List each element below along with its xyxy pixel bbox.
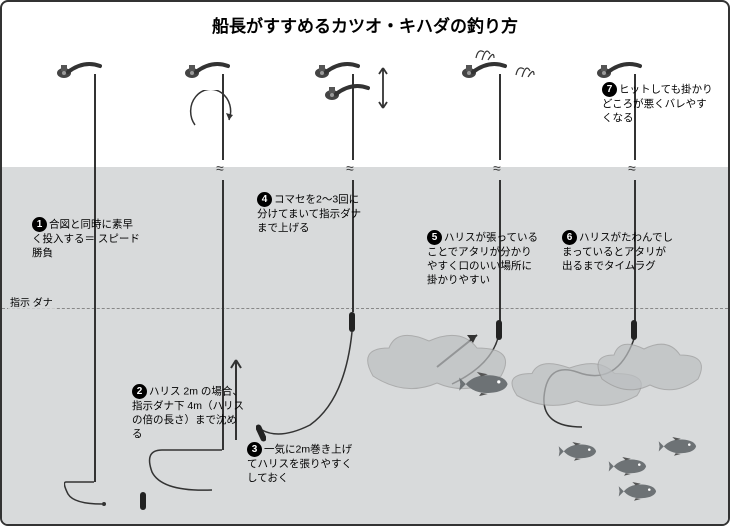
step-5: 5ハリスが張っていることでアタリが分かりやすく口のいい場所に掛かりやすい xyxy=(427,230,539,288)
leader-curve-1 xyxy=(64,480,114,510)
line-break-icon: ≈ xyxy=(628,160,636,176)
fish-icon xyxy=(457,372,510,401)
line-break-icon: ≈ xyxy=(216,160,224,176)
dana-label: 指示 ダナ xyxy=(8,298,55,310)
step-number-badge: 3 xyxy=(247,442,262,457)
step-text: 合図と同時に素早く投入する＝ スピード勝負 xyxy=(32,218,140,259)
step-3: 3一気に2m巻き上げてハリスを張りやすくしておく xyxy=(247,442,355,485)
step-2: 2ハリス 2m の場合、指示ダナ下 4m（ハリスの倍の長さ）まで沈める xyxy=(132,384,244,442)
step-6: 6ハリスがたわんでしまっているとアタリが出るまでタイムラグ xyxy=(562,230,674,273)
chum-cloud-icon xyxy=(590,337,710,402)
fish-icon xyxy=(557,442,598,466)
fishing-line xyxy=(499,74,501,160)
fish-icon xyxy=(657,437,698,461)
step-text: ハリス 2m の場合、指示ダナ下 4m（ハリスの倍の長さ）まで沈める xyxy=(132,385,244,440)
line-break-icon: ≈ xyxy=(493,160,501,176)
leader-curve-2 xyxy=(142,448,222,498)
step-4: 4コマセを2〜3回に分けてまいて指示ダナまで上げる xyxy=(257,192,367,235)
step-number-badge: 4 xyxy=(257,192,272,207)
step-text: ハリスが張っていることでアタリが分かりやすく口のいい場所に掛かりやすい xyxy=(427,231,538,286)
updown-arrow-icon xyxy=(375,64,391,112)
step-number-badge: 7 xyxy=(602,82,617,97)
fish-icon xyxy=(617,482,658,506)
step-1: 1合図と同時に素早く投入する＝ スピード勝負 xyxy=(32,217,142,260)
step-text: コマセを2〜3回に分けてまいて指示ダナまで上げる xyxy=(257,193,361,234)
step-7: 7ヒットしても掛かりどころが悪くバレやすくなる xyxy=(602,82,714,125)
action-mark-icon xyxy=(472,40,498,71)
instruction-depth-line xyxy=(2,308,728,309)
step-text: 一気に2m巻き上げてハリスを張りやすくしておく xyxy=(247,443,352,484)
fish-icon xyxy=(607,457,648,481)
sinker-icon xyxy=(349,312,355,332)
diagram-container: 指示 ダナ 船長がすすめるカツオ・キハダの釣り方 ≈ ≈ ≈ ≈1合図と同時に素早く投… xyxy=(0,0,730,526)
swing-arc-icon xyxy=(187,90,237,140)
sinker-2 xyxy=(138,490,148,512)
sinker-3b xyxy=(256,422,266,444)
step-number-badge: 6 xyxy=(562,230,577,245)
fishing-line xyxy=(352,74,354,160)
fishing-line xyxy=(222,74,224,160)
diagram-title: 船長がすすめるカツオ・キハダの釣り方 xyxy=(212,12,518,37)
step-number-badge: 5 xyxy=(427,230,442,245)
leader-curve-3 xyxy=(260,330,360,440)
reel-icon xyxy=(322,78,370,102)
line-break-icon: ≈ xyxy=(346,160,354,176)
step-number-badge: 2 xyxy=(132,384,147,399)
fishing-line xyxy=(94,74,96,482)
step-text: ヒットしても掛かりどころが悪くバレやすくなる xyxy=(602,83,713,124)
step-number-badge: 1 xyxy=(32,217,47,232)
step-text: ハリスがたわんでしまっているとアタリが出るまでタイムラグ xyxy=(562,231,673,272)
action-mark-icon xyxy=(512,57,538,88)
